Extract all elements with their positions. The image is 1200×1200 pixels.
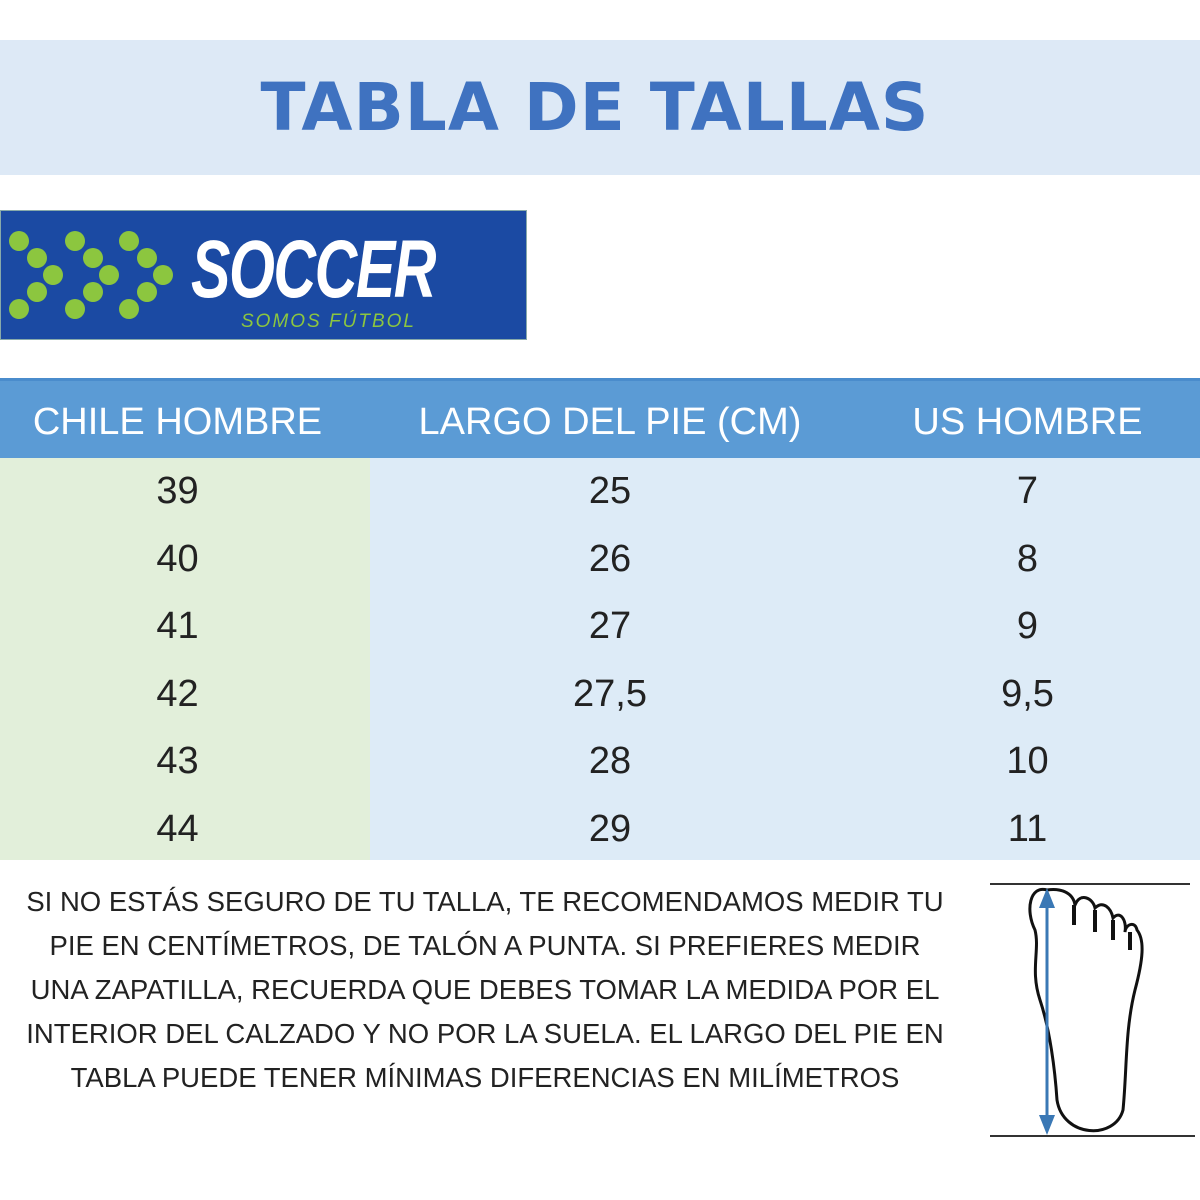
note-line: TABLA PUEDE TENER MÍNIMAS DIFERENCIAS EN… xyxy=(70,1062,900,1093)
cell-us: 9,5 xyxy=(1001,672,1054,715)
cell-largo: 28 xyxy=(588,740,632,782)
header-chile-hombre: CHILE HOMBRE xyxy=(32,401,323,443)
column-other-bg xyxy=(370,458,1200,860)
cell-largo: 25 xyxy=(588,470,632,512)
header-us-hombre: US HOMBRE xyxy=(912,401,1143,443)
cell-us: 8 xyxy=(1016,537,1039,580)
cell-largo: 27 xyxy=(588,605,632,647)
soccer-logo: SOCCER SOMOS FÚTBOL xyxy=(0,210,527,340)
measurement-note: SI NO ESTÁS SEGURO DE TU TALLA, TE RECOM… xyxy=(0,880,990,1100)
table-row: 44 29 11 xyxy=(0,796,1200,863)
table-row: 42 27,5 9,5 xyxy=(0,661,1200,728)
cell-chile: 44 xyxy=(156,807,199,850)
cell-chile: 39 xyxy=(156,470,199,512)
title-band: TABLA DE TALLAS xyxy=(0,40,1200,175)
cell-chile: 42 xyxy=(156,672,199,715)
table-row: 39 25 7 xyxy=(0,458,1200,525)
cell-chile: 40 xyxy=(156,537,199,580)
cell-us: 10 xyxy=(1006,740,1049,782)
foot-measure-icon xyxy=(990,883,1195,1137)
page-title: TABLA DE TALLAS xyxy=(260,69,930,146)
cell-largo: 29 xyxy=(588,807,632,850)
cell-us: 11 xyxy=(1007,807,1048,850)
note-line: UNA ZAPATILLA, RECUERDA QUE DEBES TOMAR … xyxy=(30,974,940,1005)
table-row: 43 28 10 xyxy=(0,728,1200,795)
logo-wordmark: SOCCER xyxy=(191,224,436,315)
note-line: INTERIOR DEL CALZADO Y NO POR LA SUELA. … xyxy=(26,1018,944,1049)
note-line: SI NO ESTÁS SEGURO DE TU TALLA, TE RECOM… xyxy=(26,886,944,917)
cell-chile: 43 xyxy=(156,740,199,782)
cell-largo: 26 xyxy=(588,537,632,580)
cell-us: 9 xyxy=(1016,605,1039,647)
note-line: PIE EN CENTÍMETROS, DE TALÓN A PUNTA. SI… xyxy=(49,930,921,961)
column-chile-bg xyxy=(0,458,370,860)
cell-us: 7 xyxy=(1016,470,1039,512)
arrow-dots-icon xyxy=(9,231,173,319)
cell-chile: 41 xyxy=(156,605,199,647)
table-row: 41 27 9 xyxy=(0,593,1200,660)
logo-tagline: SOMOS FÚTBOL xyxy=(241,311,416,332)
table-row: 40 26 8 xyxy=(0,526,1200,593)
header-largo-pie: LARGO DEL PIE (CM) xyxy=(418,401,802,443)
cell-largo: 27,5 xyxy=(573,672,647,715)
table-header: CHILE HOMBRE LARGO DEL PIE (CM) US HOMBR… xyxy=(0,378,1200,458)
